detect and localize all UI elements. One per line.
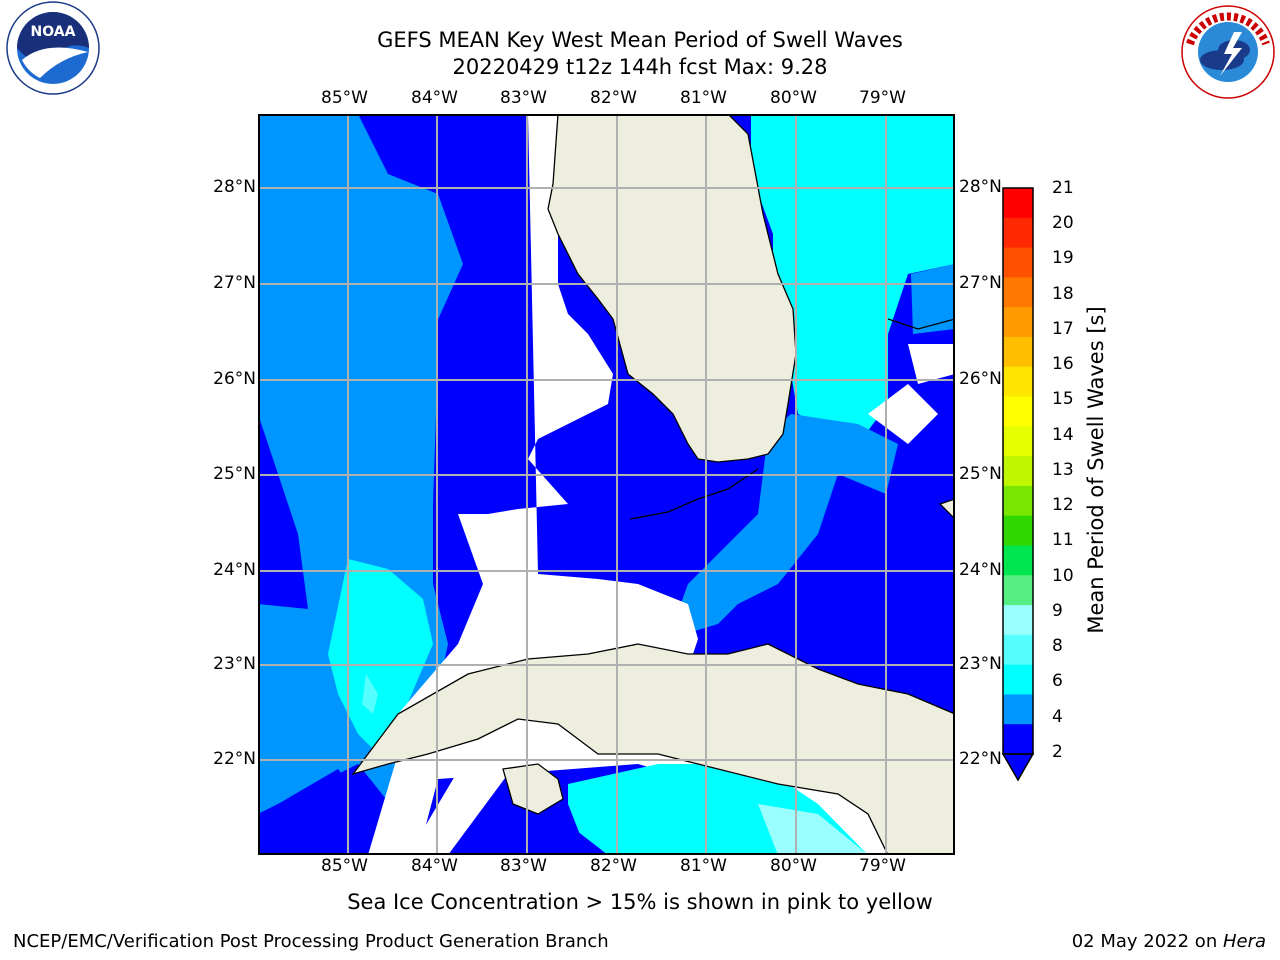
colorbar-tick: 6 [1052, 671, 1063, 691]
nws-logo [1176, 4, 1280, 100]
colorbar-tick: 19 [1052, 248, 1074, 268]
colorbar-cell [1003, 397, 1033, 427]
map-panel [258, 114, 955, 855]
colorbar-label: Mean Period of Swell Waves [s] [1084, 270, 1108, 670]
sea-ice-note: Sea Ice Concentration > 15% is shown in … [0, 890, 1280, 914]
colorbar-cell [1003, 307, 1033, 337]
lon-label: 80°W [770, 88, 817, 108]
lat-label: 27°N [213, 273, 256, 293]
colorbar-cell [1003, 665, 1033, 695]
colorbar-tick: 12 [1052, 495, 1074, 515]
colorbar-cell [1003, 218, 1033, 248]
lon-label: 82°W [590, 88, 637, 108]
colorbar-cell [1003, 426, 1033, 456]
colorbar-tick: 8 [1052, 636, 1063, 656]
colorbar-tick: 13 [1052, 460, 1074, 480]
colorbar-tick: 14 [1052, 425, 1074, 445]
colorbar-tick: 20 [1052, 213, 1074, 233]
lat-label: 22°N [213, 749, 256, 769]
lat-label: 28°N [213, 177, 256, 197]
footer-right: 02 May 2022 on Hera [1072, 931, 1266, 952]
colorbar-tick: 11 [1052, 530, 1074, 550]
lat-label: 26°N [959, 369, 1002, 389]
colorbar-cell [1003, 486, 1033, 516]
lat-label: 23°N [959, 654, 1002, 674]
colorbar-cell [1003, 575, 1033, 605]
colorbar-tick: 16 [1052, 354, 1074, 374]
lon-label: 85°W [321, 88, 368, 108]
lat-label: 28°N [959, 177, 1002, 197]
lon-label: 85°W [321, 856, 368, 876]
lat-label: 26°N [213, 369, 256, 389]
colorbar-tick: 18 [1052, 284, 1074, 304]
lon-label: 83°W [500, 88, 547, 108]
lon-label: 83°W [500, 856, 547, 876]
colorbar-cell [1003, 277, 1033, 307]
colorbar-tick: 10 [1052, 566, 1074, 586]
colorbar-tick: 4 [1052, 707, 1063, 727]
colorbar-cell [1003, 188, 1033, 218]
footer-machine: Hera [1223, 931, 1266, 952]
colorbar-tick: 2 [1052, 742, 1063, 762]
colorbar-cell [1003, 545, 1033, 575]
lon-label: 79°W [859, 88, 906, 108]
colorbar-cell [1003, 724, 1033, 754]
colorbar-extend-arrow [1003, 754, 1033, 780]
colorbar [1000, 186, 1040, 786]
lat-label: 24°N [959, 560, 1002, 580]
lon-label: 80°W [770, 856, 817, 876]
lon-label: 84°W [411, 856, 458, 876]
colorbar-cell [1003, 694, 1033, 724]
lon-label: 79°W [859, 856, 906, 876]
colorbar-cell [1003, 605, 1033, 635]
footer-left: NCEP/EMC/Verification Post Processing Pr… [13, 931, 609, 952]
colorbar-cell [1003, 635, 1033, 665]
lat-label: 27°N [959, 273, 1002, 293]
colorbar-tick: 9 [1052, 601, 1063, 621]
noaa-logo-text: NOAA [31, 24, 76, 40]
lon-label: 81°W [680, 88, 727, 108]
lat-labels-left: 28°N 27°N 26°N 25°N 24°N 23°N 22°N [190, 0, 256, 960]
colorbar-cell [1003, 337, 1033, 367]
lat-label: 25°N [959, 464, 1002, 484]
lon-label: 84°W [411, 88, 458, 108]
lat-label: 24°N [213, 560, 256, 580]
lon-label: 81°W [680, 856, 727, 876]
colorbar-cell [1003, 516, 1033, 546]
footer-date: 02 May 2022 on [1072, 931, 1223, 952]
colorbar-tick: 17 [1052, 319, 1074, 339]
colorbar-tick: 21 [1052, 178, 1074, 198]
noaa-logo: NOAA [0, 0, 110, 100]
colorbar-cell [1003, 248, 1033, 278]
lat-label: 25°N [213, 464, 256, 484]
colorbar-cell [1003, 456, 1033, 486]
lat-label: 23°N [213, 654, 256, 674]
colorbar-tick: 15 [1052, 389, 1074, 409]
lon-label: 82°W [590, 856, 637, 876]
colorbar-cell [1003, 367, 1033, 397]
lat-label: 22°N [959, 749, 1002, 769]
